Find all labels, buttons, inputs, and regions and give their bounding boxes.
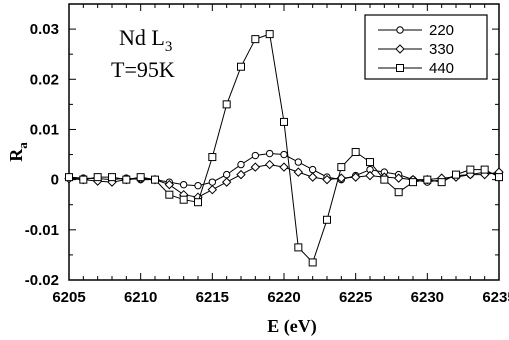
- data-point-220: [265, 149, 274, 158]
- y-tick-label: 0.02: [30, 71, 59, 88]
- x-tick-label: 6210: [124, 289, 157, 306]
- legend: 220 330 440: [378, 22, 454, 77]
- data-point-440: [136, 173, 145, 182]
- data-point-440: [409, 178, 417, 187]
- legend-box: [364, 14, 488, 80]
- axis-ticks: [68, 3, 500, 281]
- data-point-220: [237, 160, 245, 169]
- x-tick-label: 6220: [267, 289, 300, 306]
- data-point-440: [151, 175, 159, 184]
- series-440: [65, 30, 503, 267]
- legend-entry-220: 220: [378, 22, 454, 39]
- data-point-220: [251, 151, 260, 160]
- data-point-440: [366, 158, 374, 167]
- data-point-440: [179, 195, 188, 204]
- legend-marker-square: [396, 64, 404, 72]
- data-point-330: [307, 172, 318, 182]
- data-point-330: [322, 174, 332, 185]
- data-point-220: [308, 165, 317, 174]
- data-point-330: [164, 179, 175, 190]
- data-point-440: [280, 117, 288, 126]
- legend-entry-440: 440: [378, 60, 454, 77]
- annotation-temperature: T=95K: [111, 57, 175, 82]
- data-point-440: [122, 175, 131, 184]
- legend-label: 220: [429, 22, 454, 39]
- data-point-220: [222, 170, 231, 179]
- data-point-330: [221, 177, 232, 187]
- data-point-330: [250, 162, 261, 172]
- y-axis-title: Ra: [6, 142, 30, 162]
- data-point-440: [237, 62, 245, 71]
- y-tick-labels: -0.02 -0.01 0 0.01 0.02 0.03: [25, 21, 59, 289]
- legend-label: 440: [429, 60, 454, 77]
- data-point-440: [394, 188, 403, 197]
- data-point-440: [108, 173, 116, 182]
- data-point-440: [93, 173, 102, 182]
- x-tick-label: 6215: [196, 289, 229, 306]
- data-point-440: [65, 173, 73, 182]
- data-point-440: [323, 215, 331, 224]
- annotation-element: Nd L3: [119, 25, 172, 55]
- data-point-440: [466, 165, 475, 174]
- data-point-440: [480, 165, 489, 174]
- y-tick-label: -0.01: [25, 222, 59, 239]
- legend-marker-circle: [396, 26, 404, 34]
- data-point-330: [279, 162, 289, 172]
- legend-label: 330: [429, 41, 454, 58]
- data-point-330: [393, 173, 404, 183]
- x-tick-label: 6225: [339, 289, 372, 306]
- data-point-440: [423, 175, 432, 184]
- y-tick-label: 0.01: [30, 121, 59, 138]
- x-tick-label: 6235: [482, 289, 509, 306]
- data-point-440: [351, 148, 360, 157]
- data-point-440: [79, 175, 88, 184]
- data-point-440: [222, 100, 231, 109]
- data-point-440: [251, 35, 260, 44]
- x-axis-title: E (eV): [267, 316, 316, 337]
- data-point-440: [495, 173, 503, 182]
- data-point-440: [294, 243, 303, 252]
- data-point-220: [179, 180, 188, 189]
- data-point-220: [294, 158, 303, 166]
- series-layer: [64, 30, 504, 267]
- data-point-440: [208, 153, 217, 162]
- x-tick-label: 6230: [411, 289, 444, 306]
- legend-entry-330: 330: [378, 41, 454, 58]
- data-point-440: [308, 258, 317, 267]
- data-point-330: [365, 170, 375, 181]
- data-point-330: [350, 172, 361, 182]
- data-point-440: [194, 198, 202, 207]
- legend-marker-diamond: [395, 44, 405, 54]
- y-tick-label: 0: [51, 172, 59, 189]
- data-point-330: [236, 169, 246, 180]
- x-tick-labels: 6205 6210 6215 6220 6225 6230 6235: [52, 289, 509, 306]
- data-point-220: [280, 150, 288, 159]
- data-point-440: [165, 190, 174, 199]
- data-point-440: [437, 178, 446, 187]
- y-tick-label: -0.02: [25, 272, 59, 289]
- data-point-440: [380, 175, 389, 184]
- data-point-440: [452, 170, 460, 179]
- x-tick-label: 6205: [52, 289, 85, 306]
- y-tick-label: 0.03: [30, 21, 59, 38]
- data-point-440: [337, 163, 346, 172]
- data-point-220: [208, 178, 217, 186]
- data-point-330: [207, 184, 218, 195]
- data-point-330: [264, 159, 275, 170]
- data-point-220: [194, 181, 202, 190]
- data-point-440: [265, 30, 274, 39]
- data-point-330: [293, 167, 304, 177]
